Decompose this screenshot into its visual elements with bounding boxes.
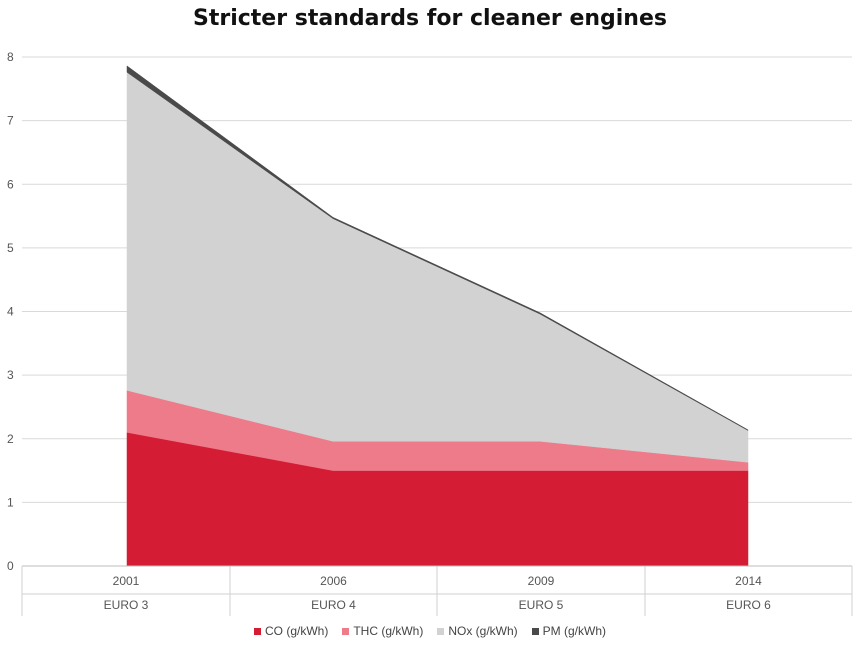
- x-subcategory-label: EURO 5: [519, 598, 564, 612]
- legend-swatch: [253, 627, 261, 635]
- legend-item: NOx (g/kWh): [437, 624, 518, 638]
- y-tick-label: 8: [7, 50, 14, 64]
- x-subcategory-label: EURO 3: [104, 598, 149, 612]
- y-tick-label: 0: [7, 559, 14, 573]
- legend-label: CO (g/kWh): [264, 624, 329, 638]
- legend-swatch: [342, 627, 350, 635]
- x-subcategory-label: EURO 4: [311, 598, 356, 612]
- area-nox: [126, 71, 749, 463]
- legend-label: PM (g/kWh): [542, 624, 607, 638]
- legend-label: NOx (g/kWh): [448, 624, 518, 638]
- legend-label: THC (g/kWh): [353, 624, 424, 638]
- y-tick-label: 5: [7, 241, 14, 255]
- axes: 0 1 2 3 4 5 6 7 8 2001 EURO 3 2006 EURO 4 2009 EURO 5 2…: [7, 50, 853, 616]
- legend-swatch: [531, 627, 539, 635]
- legend-item: THC (g/kWh): [342, 624, 423, 638]
- chart-title: Stricter standards for cleaner engines: [193, 6, 667, 31]
- x-tick-label: 2009: [528, 574, 555, 588]
- y-tick-label: 3: [7, 368, 14, 382]
- y-tick-label: 2: [7, 432, 14, 446]
- y-tick-label: 1: [7, 495, 14, 509]
- y-tick-label: 6: [7, 177, 14, 191]
- x-tick-label: 2001: [113, 574, 140, 588]
- legend-item: CO (g/kWh): [253, 624, 329, 638]
- area-pm: [126, 65, 749, 431]
- y-tick-label: 7: [7, 114, 14, 128]
- x-tick-label: 2014: [735, 574, 762, 588]
- legend: CO (g/kWh) THC (g/kWh) NOx (g/kWh) PM (g/kW…: [0, 624, 860, 638]
- x-subcategory-label: EURO 6: [726, 598, 771, 612]
- legend-item: PM (g/kWh): [531, 624, 607, 638]
- x-tick-label: 2006: [320, 574, 347, 588]
- legend-swatch: [437, 627, 445, 635]
- y-tick-label: 4: [7, 305, 14, 319]
- area-series: [126, 65, 749, 567]
